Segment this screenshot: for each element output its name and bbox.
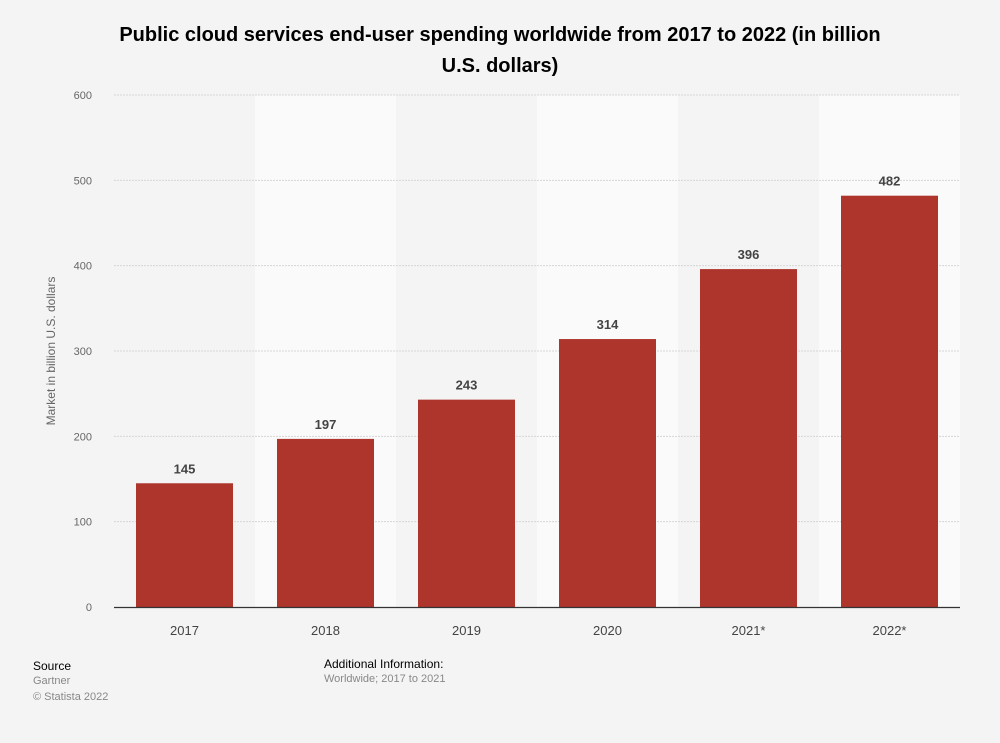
y-tick-label: 600	[74, 90, 92, 102]
source-value: Gartner	[33, 675, 71, 687]
x-tick-label: 2017	[170, 623, 199, 638]
bar-2021*	[700, 269, 797, 607]
bar-chart: 0 100 200 300 400 500 600 Market in billion U.S…	[44, 90, 960, 638]
additional-info-value: Worldwide; 2017 to 2021	[324, 673, 446, 685]
y-axis-label: Market in billion U.S. dollars	[44, 277, 58, 426]
data-label: 314	[597, 317, 619, 332]
data-label: 482	[879, 174, 901, 189]
data-label: 197	[315, 417, 337, 432]
y-tick-label: 400	[74, 261, 92, 273]
x-tick-label: 2018	[311, 623, 340, 638]
bar-2017	[136, 483, 233, 607]
y-tick-label: 0	[86, 602, 92, 614]
x-tick-label: 2021*	[732, 623, 766, 638]
bar-2022*	[841, 195, 938, 607]
bar-2020	[559, 339, 656, 607]
x-tick-label: 2020	[593, 623, 622, 638]
y-tick-label: 100	[74, 517, 92, 529]
bar-2019	[418, 399, 515, 607]
y-tick-label: 500	[74, 175, 92, 187]
x-tick-label: 2022*	[873, 623, 907, 638]
data-label: 243	[456, 378, 478, 393]
source-label: Source	[33, 659, 72, 673]
x-tick-label: 2019	[452, 623, 481, 638]
additional-info-label: Additional Information:	[324, 657, 444, 671]
bar-2018	[277, 438, 374, 607]
y-tick-label: 200	[74, 431, 92, 443]
chart-title: Public cloud services end-user spending …	[119, 24, 881, 77]
y-tick-label: 300	[74, 346, 92, 358]
copyright: © Statista 2022	[33, 691, 109, 703]
data-label: 145	[174, 461, 196, 476]
data-label: 396	[738, 247, 760, 262]
